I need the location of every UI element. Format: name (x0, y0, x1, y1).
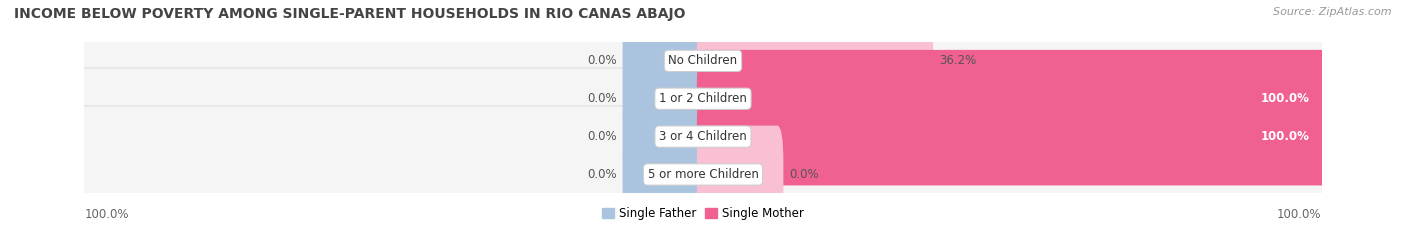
FancyBboxPatch shape (697, 50, 1327, 147)
Text: 0.0%: 0.0% (586, 168, 616, 181)
FancyBboxPatch shape (84, 156, 1322, 193)
FancyBboxPatch shape (75, 30, 1331, 167)
FancyBboxPatch shape (84, 118, 1322, 156)
Text: 100.0%: 100.0% (1277, 208, 1322, 221)
FancyBboxPatch shape (623, 126, 709, 223)
FancyBboxPatch shape (697, 88, 1327, 185)
Text: 1 or 2 Children: 1 or 2 Children (659, 92, 747, 105)
Text: 100.0%: 100.0% (1260, 130, 1309, 143)
Text: Source: ZipAtlas.com: Source: ZipAtlas.com (1274, 7, 1392, 17)
Text: 5 or more Children: 5 or more Children (648, 168, 758, 181)
FancyBboxPatch shape (623, 88, 709, 185)
Text: 0.0%: 0.0% (586, 92, 616, 105)
Text: INCOME BELOW POVERTY AMONG SINGLE-PARENT HOUSEHOLDS IN RIO CANAS ABAJO: INCOME BELOW POVERTY AMONG SINGLE-PARENT… (14, 7, 686, 21)
Text: 0.0%: 0.0% (790, 168, 820, 181)
Text: 3 or 4 Children: 3 or 4 Children (659, 130, 747, 143)
Legend: Single Father, Single Mother: Single Father, Single Mother (598, 202, 808, 225)
FancyBboxPatch shape (84, 42, 1322, 80)
FancyBboxPatch shape (75, 106, 1331, 233)
FancyBboxPatch shape (623, 12, 709, 110)
FancyBboxPatch shape (84, 80, 1322, 118)
FancyBboxPatch shape (75, 0, 1331, 129)
Text: 36.2%: 36.2% (939, 54, 977, 67)
FancyBboxPatch shape (697, 126, 783, 223)
Text: 100.0%: 100.0% (84, 208, 129, 221)
Text: 0.0%: 0.0% (586, 54, 616, 67)
Text: No Children: No Children (668, 54, 738, 67)
FancyBboxPatch shape (623, 50, 709, 147)
Text: 0.0%: 0.0% (586, 130, 616, 143)
Text: 100.0%: 100.0% (1260, 92, 1309, 105)
FancyBboxPatch shape (75, 68, 1331, 205)
FancyBboxPatch shape (697, 12, 934, 110)
